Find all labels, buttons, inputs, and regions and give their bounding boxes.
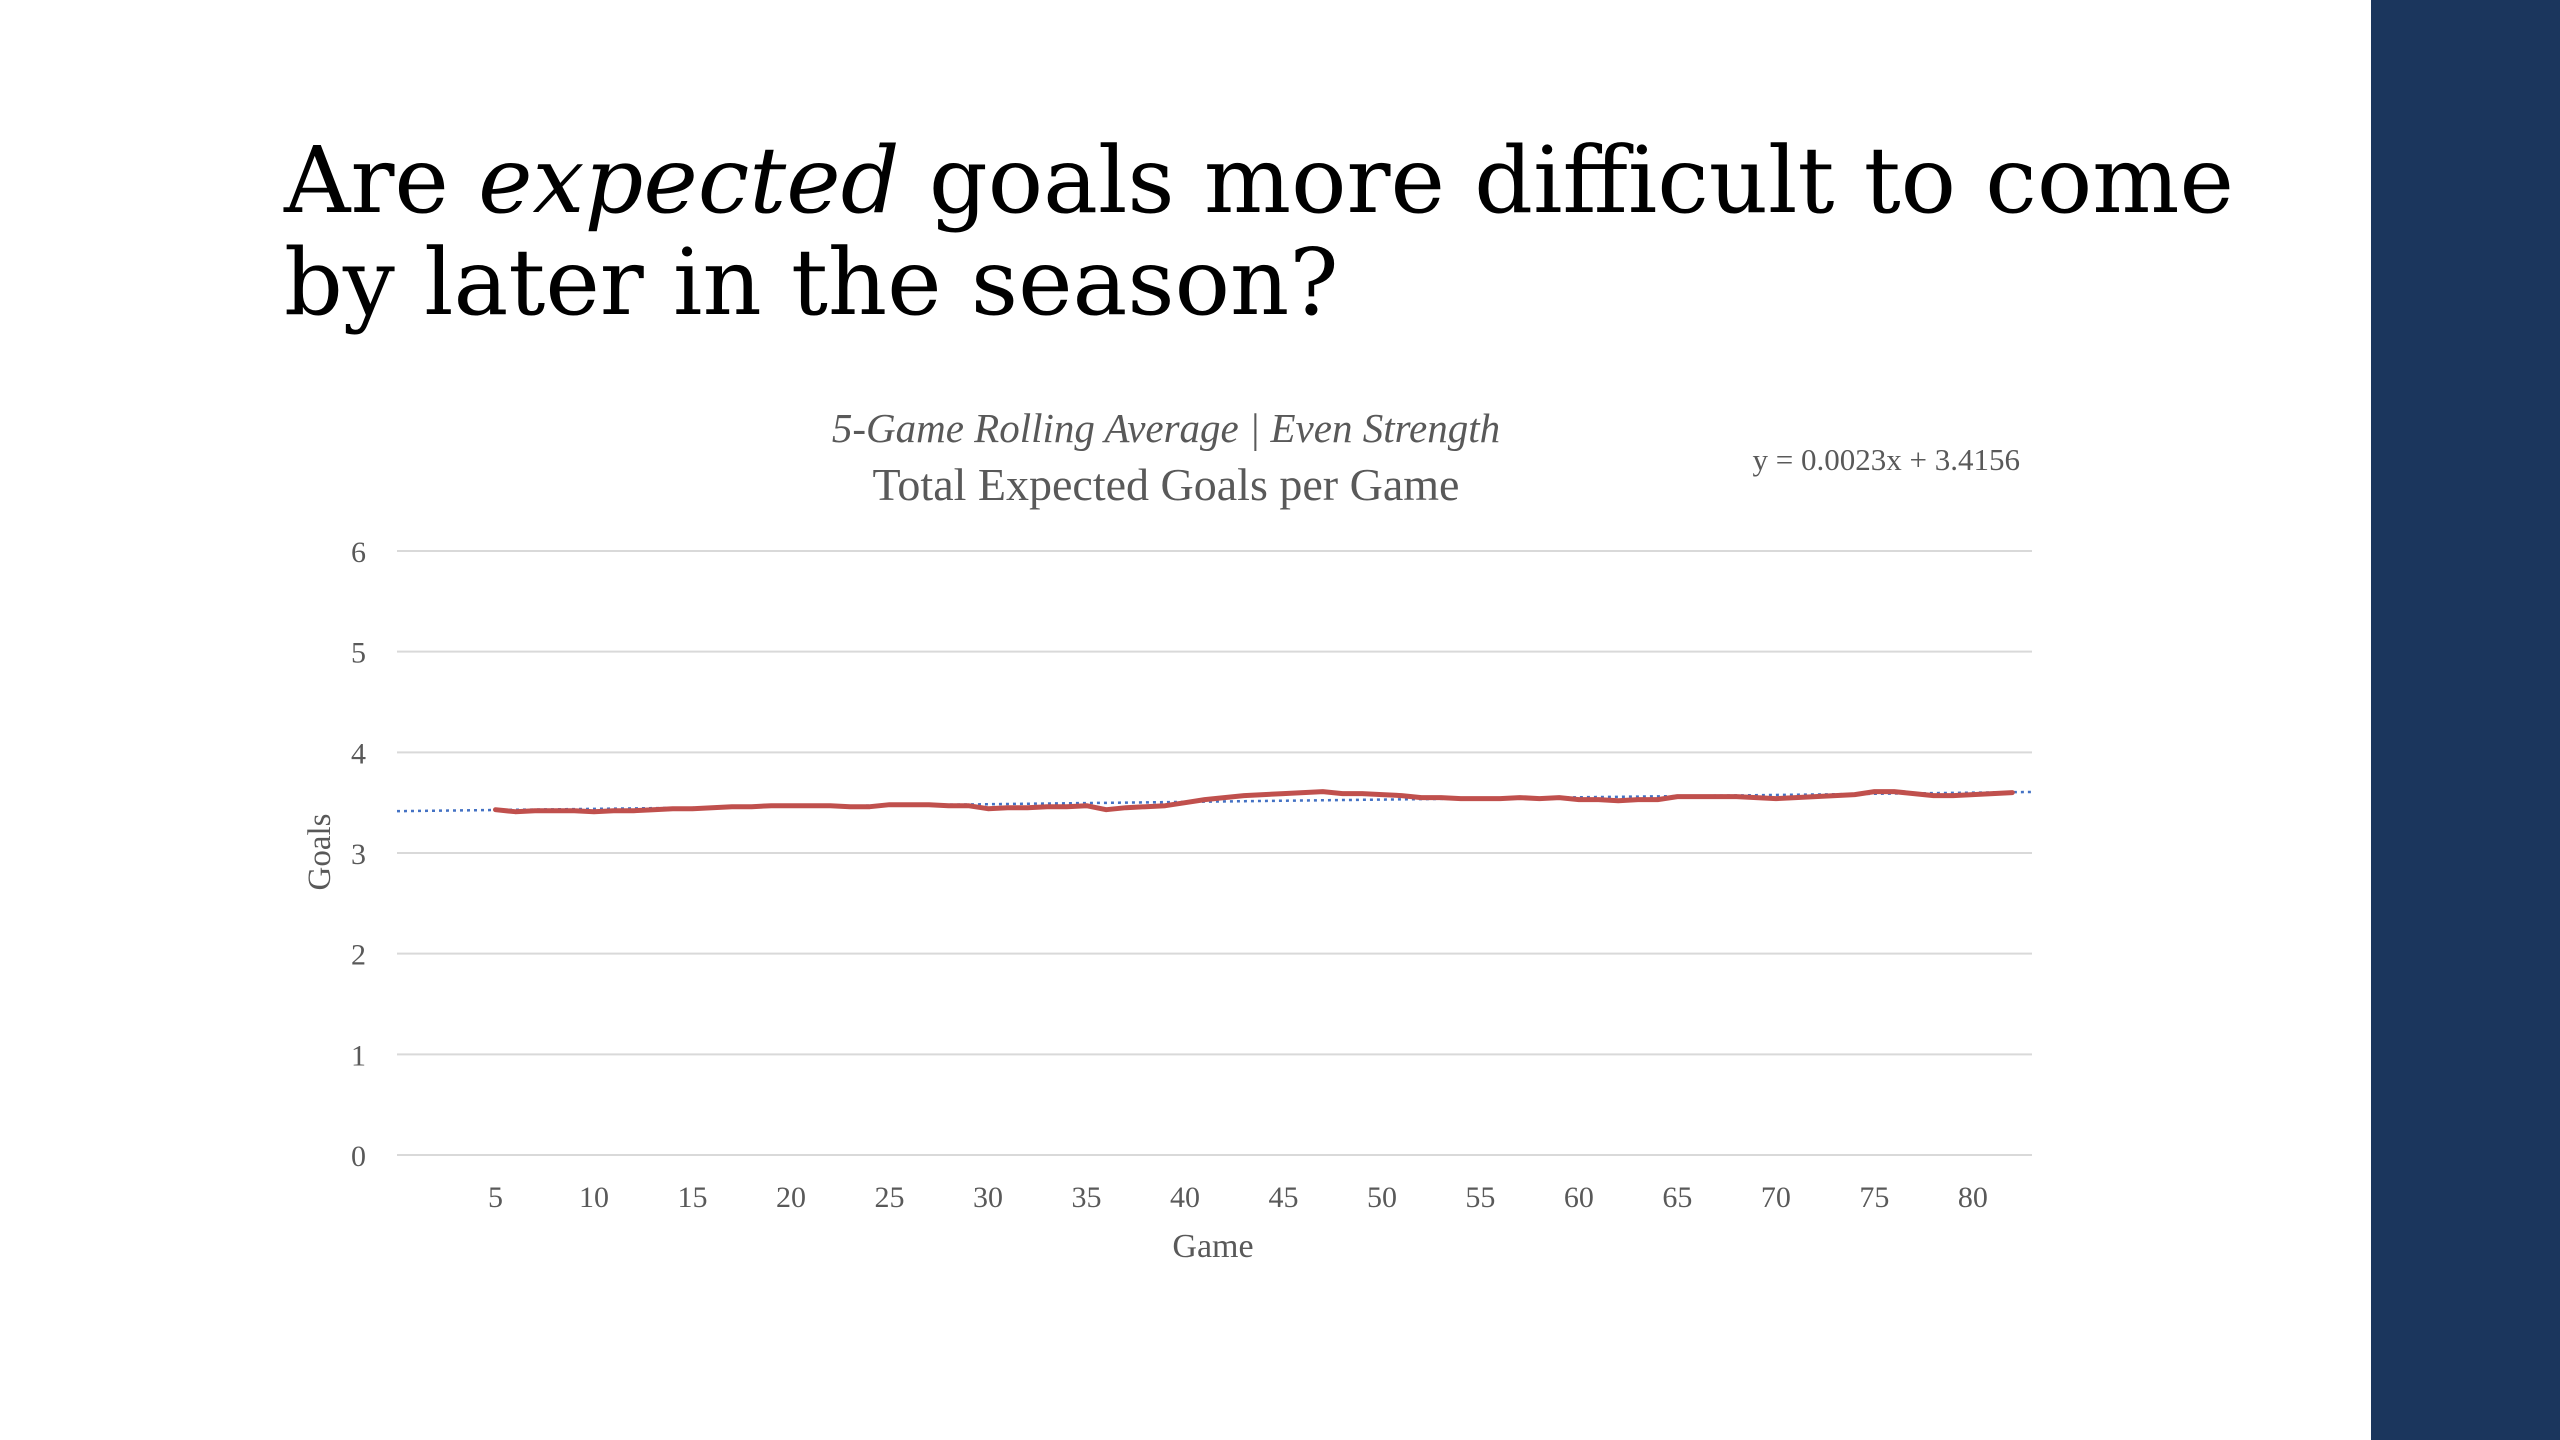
y-tick-label-2: 2: [351, 939, 366, 972]
data-series: [493, 789, 2015, 815]
x-axis-label: Game: [1172, 1228, 1253, 1265]
x-tick-label-40: 40: [1170, 1181, 1200, 1214]
sidebar-accent: [2371, 0, 2560, 1440]
x-tick-label-45: 45: [1268, 1181, 1298, 1214]
x-tick-label-35: 35: [1071, 1181, 1101, 1214]
y-tick-label-3: 3: [351, 838, 366, 871]
y-tick-label-1: 1: [351, 1039, 366, 1072]
x-tick-label-80: 80: [1958, 1181, 1988, 1214]
slide-title: Are expected goals more difficult to com…: [284, 130, 2344, 334]
x-tick-label-25: 25: [874, 1181, 904, 1214]
x-tick-labels: 5 10 15 20 25 30 35 40 45 50 55 60 65 70 75 80: [488, 1181, 1988, 1214]
y-tick-label-5: 5: [351, 637, 366, 670]
x-tick-label-70: 70: [1761, 1181, 1791, 1214]
series-line-0: [493, 789, 2015, 815]
y-tick-label-6: 6: [351, 536, 366, 569]
x-tick-label-75: 75: [1859, 1181, 1889, 1214]
y-tick-labels: 0 1 2 3 4 5 6: [351, 536, 366, 1173]
x-tick-label-10: 10: [579, 1181, 609, 1214]
y-tick-label-0: 0: [351, 1140, 366, 1173]
trendline-equation: y = 0.0023x + 3.4156: [1753, 442, 2020, 477]
y-axis-label: Goals: [302, 814, 338, 891]
x-tick-label-55: 55: [1465, 1181, 1495, 1214]
x-tick-label-30: 30: [973, 1181, 1003, 1214]
x-tick-label-60: 60: [1564, 1181, 1594, 1214]
gridlines: [397, 550, 2032, 1156]
chart-title: Total Expected Goals per Game: [873, 459, 1460, 510]
x-tick-label-5: 5: [488, 1181, 503, 1214]
y-tick-label-4: 4: [351, 737, 366, 770]
x-tick-label-15: 15: [677, 1181, 707, 1214]
x-tick-label-20: 20: [776, 1181, 806, 1214]
title-emphasis: expected: [478, 127, 900, 234]
title-text-start: Are: [284, 127, 479, 234]
title-text-end: goals more difficult to come by later in…: [284, 127, 2234, 336]
chart-subtitle: 5-Game Rolling Average | Even Strength: [832, 405, 1500, 451]
x-tick-label-50: 50: [1367, 1181, 1397, 1214]
x-tick-label-65: 65: [1662, 1181, 1692, 1214]
